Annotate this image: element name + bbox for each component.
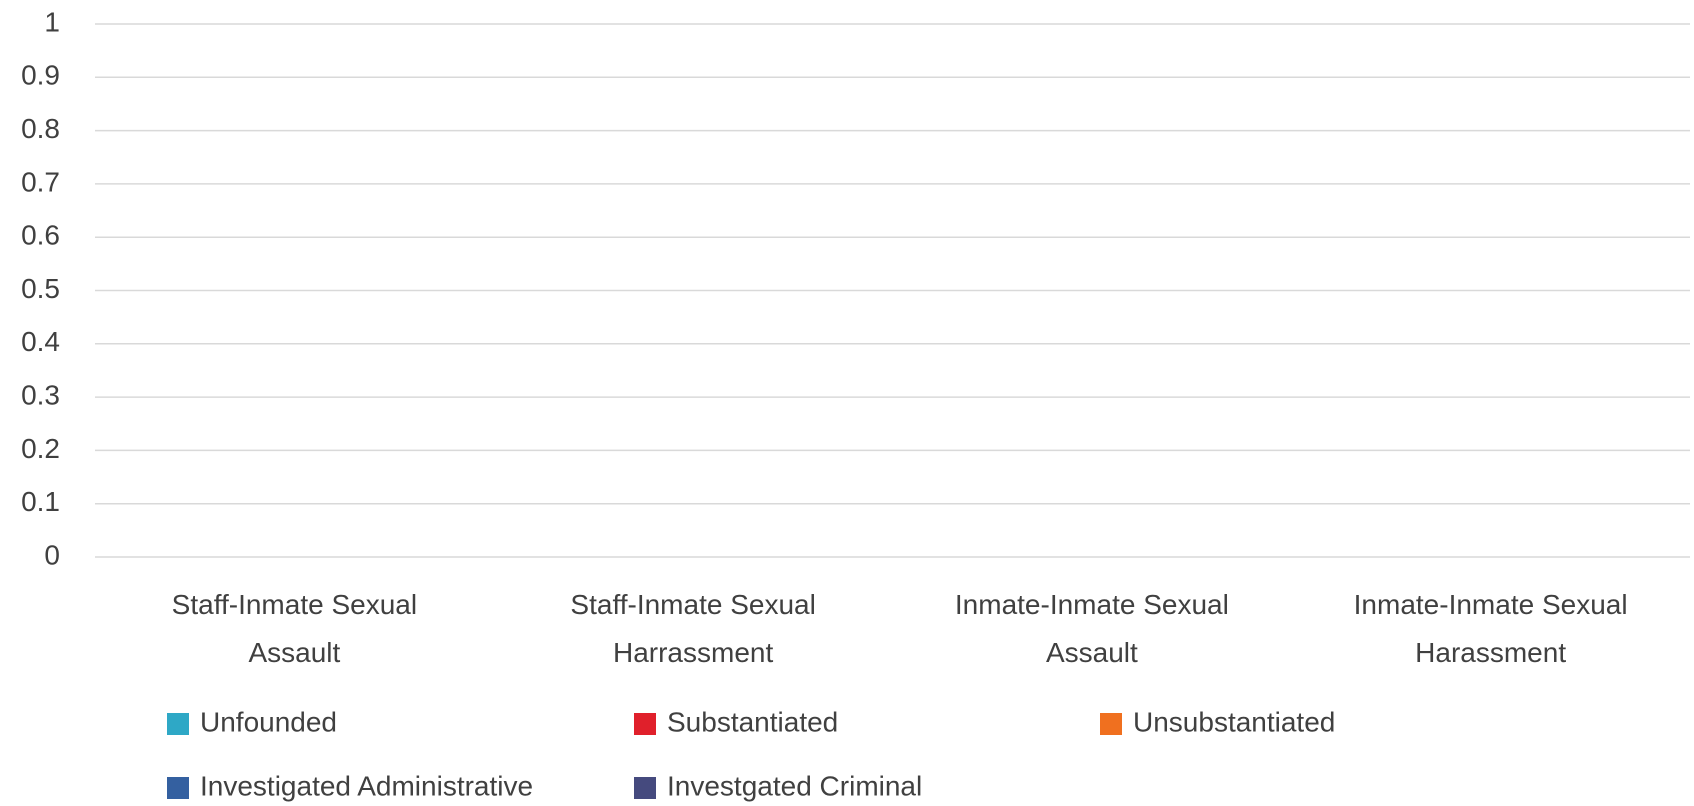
legend-label: Substantiated xyxy=(667,706,838,737)
y-tick-label: 0 xyxy=(44,539,60,570)
y-tick-label: 0.4 xyxy=(21,326,60,357)
legend-swatch xyxy=(167,777,189,799)
x-tick-label: Inmate-Inmate Sexual Assault xyxy=(954,589,1229,668)
legend-swatch xyxy=(1100,713,1122,735)
y-tick-label: 0.3 xyxy=(21,379,60,410)
y-tick-label: 1 xyxy=(44,6,60,37)
legend-label: Unfounded xyxy=(200,706,337,737)
y-tick-label: 0.8 xyxy=(21,113,60,144)
y-tick-label: 0.5 xyxy=(21,273,60,304)
legend-swatch xyxy=(634,713,656,735)
legend-label: Investigated Administrative xyxy=(200,770,533,801)
x-tick-label: Staff-Inmate Sexual Harrassment xyxy=(570,589,816,668)
x-tick-label: Staff-Inmate Sexual Assault xyxy=(171,589,418,668)
legend-swatch xyxy=(634,777,656,799)
y-tick-label: 0.9 xyxy=(21,60,60,91)
y-tick-label: 0.7 xyxy=(21,166,60,197)
legend-label: Unsubstantiated xyxy=(1133,706,1335,737)
y-tick-label: 0.1 xyxy=(21,486,60,517)
legend-label: Investgated Criminal xyxy=(667,770,922,801)
x-tick-label: Inmate-Inmate Sexual Harassment xyxy=(1353,589,1628,668)
y-tick-label: 0.6 xyxy=(21,220,60,251)
y-tick-label: 0.2 xyxy=(21,433,60,464)
legend-swatch xyxy=(167,713,189,735)
